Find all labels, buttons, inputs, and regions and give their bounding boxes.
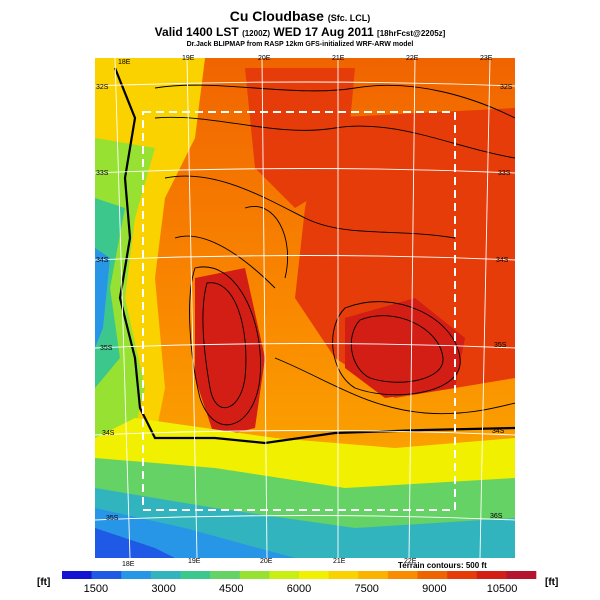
colorbar-tick-label: 1500 [84,583,108,595]
peak-cloudbase-core [195,268,265,438]
colorbar-swatch [62,571,92,579]
valid-time: Valid 1400 LST (1200Z) WED 17 Aug 2011 [… [0,25,600,39]
terrain-contour-note: Terrain contours: 500 ft [398,561,487,570]
high-cloudbase-north [245,68,355,208]
chart-title: Cu Cloudbase (Sfc. LCL) [0,8,600,24]
lat-label: 34S [492,428,505,435]
colorbar-swatch [328,571,359,579]
lat-label: 34S [496,257,509,264]
colorbar-swatch [91,571,122,579]
south-deep-blue-sea [95,528,175,558]
lon-label: 22E [406,55,419,62]
lon-label: 21E [333,558,346,565]
valid-prefix: Valid 1400 LST [154,25,239,39]
colorbar-unit-left: [ft] [37,577,50,588]
title-suffix: (Sfc. LCL) [327,13,371,23]
colorbar-swatch [358,571,389,579]
lat-label: 36S [490,513,503,520]
colorbar-ticks: 1500 3000 4500 6000 7500 9000 10500 [84,583,518,595]
lat-label: 33S [96,170,109,177]
lat-lon-grid [95,58,515,558]
colorbar-swatch [417,571,448,579]
lon-label: 19E [188,558,201,565]
colorbar-swatch [447,571,478,579]
colorbar-tick-label: 7500 [354,583,378,595]
colorbar-tick-label: 3000 [151,583,175,595]
lon-label: 18E [122,561,135,568]
lat-label: 32S [500,84,513,91]
lon-label: 18E [118,59,131,66]
lat-label: 35S [494,342,507,349]
forecast-hours: [18hrFcst@2205z] [377,29,446,38]
colorbar-swatch [269,571,300,579]
lat-label: 33S [498,170,511,177]
cloudbase-map [95,58,515,558]
colorbar-swatches [62,571,537,579]
colorbar-swatch [299,571,329,579]
lon-label: 22E [404,558,417,565]
lat-label: 35S [106,515,119,522]
title-main: Cu Cloudbase [229,8,324,24]
colorbar-swatch [387,571,418,579]
coastal-blue-zone [95,248,110,348]
colorbar-swatch [150,571,181,579]
colorbar-tick-label: 4500 [219,583,243,595]
colorbar-tick-label: 10500 [487,583,518,595]
inner-domain-box [142,111,456,511]
lon-label: 21E [332,55,345,62]
valid-date: WED 17 Aug 2011 [273,25,374,39]
coastal-cyan-zone [95,198,125,388]
colorbar-tick-label: 6000 [287,583,311,595]
colorbar-tick-label: 9000 [422,583,446,595]
lat-label: 32S [96,84,109,91]
colorbar-swatch [239,571,270,579]
lon-label: 23E [480,55,493,62]
colorbar-swatch [210,571,241,579]
lat-label: 35S [100,345,113,352]
colorbar: [ft] 1500 3000 4500 6000 7500 9000 10500 [ft] [37,571,558,595]
lon-label: 20E [260,558,273,565]
lat-label: 34S [102,430,115,437]
colorbar-swatch [506,571,537,579]
coastline-contour [113,67,515,445]
lat-label: 34S [96,257,109,264]
lon-label: 19E [182,55,195,62]
lon-label: 20E [258,55,271,62]
valid-utc: (1200Z) [242,29,271,38]
model-credit: Dr.Jack BLIPMAP from RASP 12km GFS-initi… [186,41,414,48]
colorbar-swatch [121,571,152,579]
colorbar-swatch [476,571,507,579]
colorbar-swatch [180,571,211,579]
colorbar-unit-right: [ft] [545,577,558,588]
